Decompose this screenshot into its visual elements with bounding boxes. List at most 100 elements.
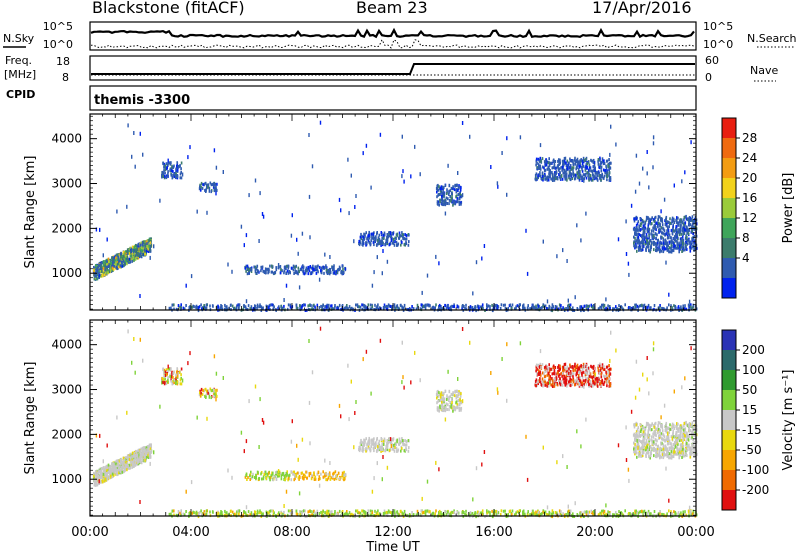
echo-cell (93, 268, 95, 272)
echo-cell (175, 174, 177, 178)
echo-cell (393, 303, 396, 307)
echo-cell (641, 235, 643, 239)
echo-cell (472, 291, 474, 296)
echo-cell (317, 270, 319, 274)
echo-cell (244, 305, 247, 309)
echo-cell (435, 303, 437, 307)
echo-cell (682, 232, 684, 236)
echo-cell (305, 470, 307, 474)
echo-cell (375, 449, 378, 453)
echo-cell (469, 307, 471, 310)
echo-cell (131, 252, 133, 256)
echo-cell (246, 272, 249, 276)
echo-cell (380, 241, 382, 245)
freq-panel: 18 8 60 0 Freq. [MHz] Nave (4, 54, 778, 84)
echo-cell (164, 374, 167, 377)
echo-cell (581, 166, 583, 169)
echo-cell (648, 185, 650, 190)
echo-cell (551, 309, 554, 313)
echo-cell (455, 401, 457, 405)
echo-cell (603, 159, 605, 163)
echo-cell (299, 304, 301, 308)
echo-cell (269, 303, 272, 307)
echo-cell (586, 171, 589, 175)
echo-cell (222, 170, 224, 174)
echo-cell (106, 472, 108, 475)
echo-cell (367, 303, 370, 307)
echo-cell (608, 168, 610, 172)
echo-cell (113, 465, 116, 469)
echo-cell (258, 305, 261, 309)
echo-cell (279, 471, 282, 475)
echo-cell (609, 161, 611, 165)
echo-cell (372, 240, 375, 244)
echo-cell (594, 171, 597, 175)
echo-cell (266, 267, 269, 271)
echo-cell (365, 437, 367, 441)
echo-cell (381, 271, 383, 276)
echo-cell (636, 304, 639, 308)
echo-cell (380, 243, 382, 247)
echo-cell (641, 248, 644, 252)
echo-cell (481, 307, 483, 311)
echo-cell (379, 240, 381, 244)
echo-cell (389, 241, 392, 245)
echo-cell (661, 306, 663, 310)
echo-cell (407, 243, 410, 247)
echo-cell (662, 239, 665, 242)
echo-cell (199, 185, 201, 189)
echo-cell (176, 374, 179, 378)
echo-cell (587, 168, 590, 172)
echo-cell (167, 158, 169, 163)
echo-cell (134, 250, 137, 254)
echo-cell (580, 238, 582, 243)
echo-cell (116, 260, 118, 264)
echo-cell (173, 175, 176, 178)
echo-cell (98, 482, 100, 485)
echo-cell (162, 368, 164, 372)
echo-cell (272, 307, 274, 311)
echo-cell (198, 187, 201, 191)
echo-cell (133, 131, 135, 135)
echo-cell (676, 243, 679, 247)
echo-cell (639, 217, 642, 221)
echo-cell (404, 233, 407, 237)
echo-cell (370, 445, 372, 449)
echo-cell (95, 264, 97, 268)
echo-cell (331, 304, 333, 308)
echo-cell (370, 239, 372, 243)
echo-cell (481, 303, 484, 307)
echo-cell (441, 397, 443, 401)
echo-cell (552, 166, 555, 170)
echo-cell (670, 229, 673, 233)
echo-cell (368, 234, 370, 237)
echo-cell (671, 240, 674, 244)
echo-cell (106, 477, 109, 481)
echo-cell (548, 305, 551, 309)
echo-cell (565, 176, 567, 180)
echo-cell (565, 307, 567, 310)
echo-cell (645, 245, 648, 249)
echo-cell (571, 177, 574, 180)
echo-cell (122, 456, 125, 460)
echo-cell (382, 249, 384, 253)
echo-cell (439, 404, 441, 408)
echo-cell (559, 177, 562, 181)
echo-cell (444, 408, 447, 411)
echo-cell (653, 304, 656, 307)
echo-cell (435, 393, 438, 396)
echo-cell (138, 453, 140, 457)
echo-cell (368, 236, 370, 240)
echo-cell (148, 451, 150, 455)
echo-cell (568, 303, 571, 307)
echo-cell (142, 450, 145, 454)
echo-cell (665, 232, 668, 236)
echo-cell (394, 236, 396, 240)
echo-cell (297, 476, 300, 480)
echo-cell (584, 167, 587, 171)
echo-cell (546, 160, 549, 164)
echo-cell (452, 201, 455, 205)
echo-cell (107, 463, 110, 467)
echo-cell (450, 405, 452, 409)
echo-cell (394, 442, 396, 446)
